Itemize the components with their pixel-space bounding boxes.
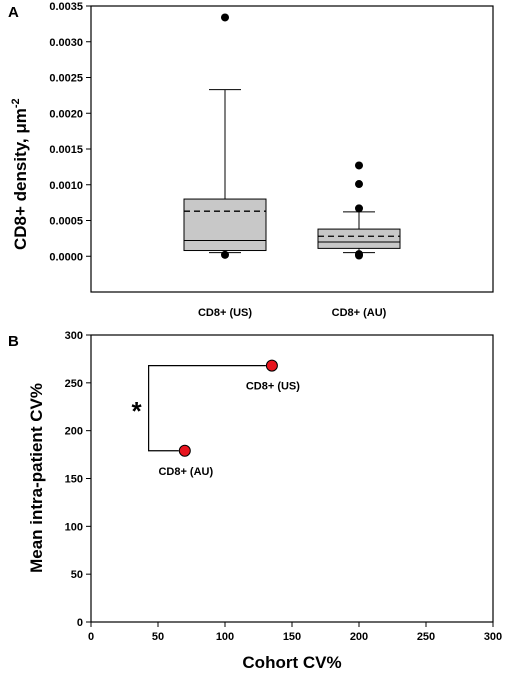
y-tick-label: 300 <box>65 330 83 342</box>
y-tick-label: 0.0010 <box>49 180 83 192</box>
panel-b-frame <box>90 334 494 623</box>
y-tick-label: 0.0000 <box>49 251 83 263</box>
panel-b-y-axis: 0 50 100 150 200 250 300 <box>65 330 91 629</box>
panel-b-x-axis: 0 50 100 150 200 250 300 <box>88 622 502 643</box>
y-tick-label: 50 <box>71 569 83 581</box>
point-us: CD8+ (US) <box>246 359 300 393</box>
point-au: CD8+ (AU) <box>158 444 213 478</box>
panel-b-points: CD8+ (US) CD8+ (AU) <box>158 359 300 478</box>
significance-asterisk: * <box>132 396 143 426</box>
y-tick-label: 250 <box>65 378 83 390</box>
y-tick-label: 0.0005 <box>49 216 83 228</box>
x-tick-label: 150 <box>283 631 301 643</box>
x-tick-label: 250 <box>417 631 435 643</box>
panel-a-boxes <box>183 13 401 260</box>
outlier-point <box>355 180 363 189</box>
x-tick-label: 100 <box>216 631 234 643</box>
data-point <box>265 359 278 372</box>
y-tick-label: 150 <box>65 474 83 486</box>
iqr-box <box>183 198 267 252</box>
panel-a-letter: A <box>8 4 19 21</box>
x-tick-label: 50 <box>152 631 164 643</box>
y-tick-label: 0 <box>77 617 83 629</box>
x-tick-label: 0 <box>88 631 94 643</box>
panel-a: A 0.00000.00050.00100.00150.00200.00250.… <box>8 1 494 319</box>
panel-b-x-axis-title: Cohort CV% <box>242 653 341 672</box>
y-tick-label: 100 <box>65 521 83 533</box>
outlier-point <box>355 161 363 170</box>
panel-a-y-axis: 0.0000 0.0005 0.0010 0.0015 0.0020 0.0025 0.00… <box>49 1 91 263</box>
y-tick-label: 0.0020 <box>49 108 83 120</box>
y-tick-label: 200 <box>65 426 83 438</box>
y-tick-label: 0.0030 <box>49 37 83 49</box>
panel-a-frame <box>90 5 494 293</box>
iqr-box <box>317 228 401 249</box>
category-label: CD8+ (US) <box>198 307 252 319</box>
panel-b-letter: B <box>8 333 19 350</box>
panel-a-y-axis-title: CD8+ density, μm-2 <box>10 98 30 250</box>
y-tick-label: 0.0035 <box>49 1 83 13</box>
significance-bracket <box>148 365 266 452</box>
outlier-point <box>355 251 363 260</box>
y-tick-label: 0.0025 <box>49 73 83 85</box>
box-au <box>317 161 401 260</box>
data-point <box>178 444 191 457</box>
category-label: CD8+ (AU) <box>332 307 387 319</box>
box-us <box>183 13 267 259</box>
point-label: CD8+ (AU) <box>158 466 213 478</box>
outlier-point <box>221 13 229 22</box>
panel-a-x-axis: CD8+ (US) CD8+ (AU) <box>198 307 387 319</box>
point-label: CD8+ (US) <box>246 381 300 393</box>
outlier-point <box>355 204 363 213</box>
y-tick-label: 0.0015 <box>49 144 83 156</box>
x-tick-label: 300 <box>484 631 502 643</box>
x-tick-label: 200 <box>350 631 368 643</box>
outlier-point <box>221 250 229 259</box>
panel-b-y-axis-title: Mean intra-patient CV% <box>27 383 46 573</box>
